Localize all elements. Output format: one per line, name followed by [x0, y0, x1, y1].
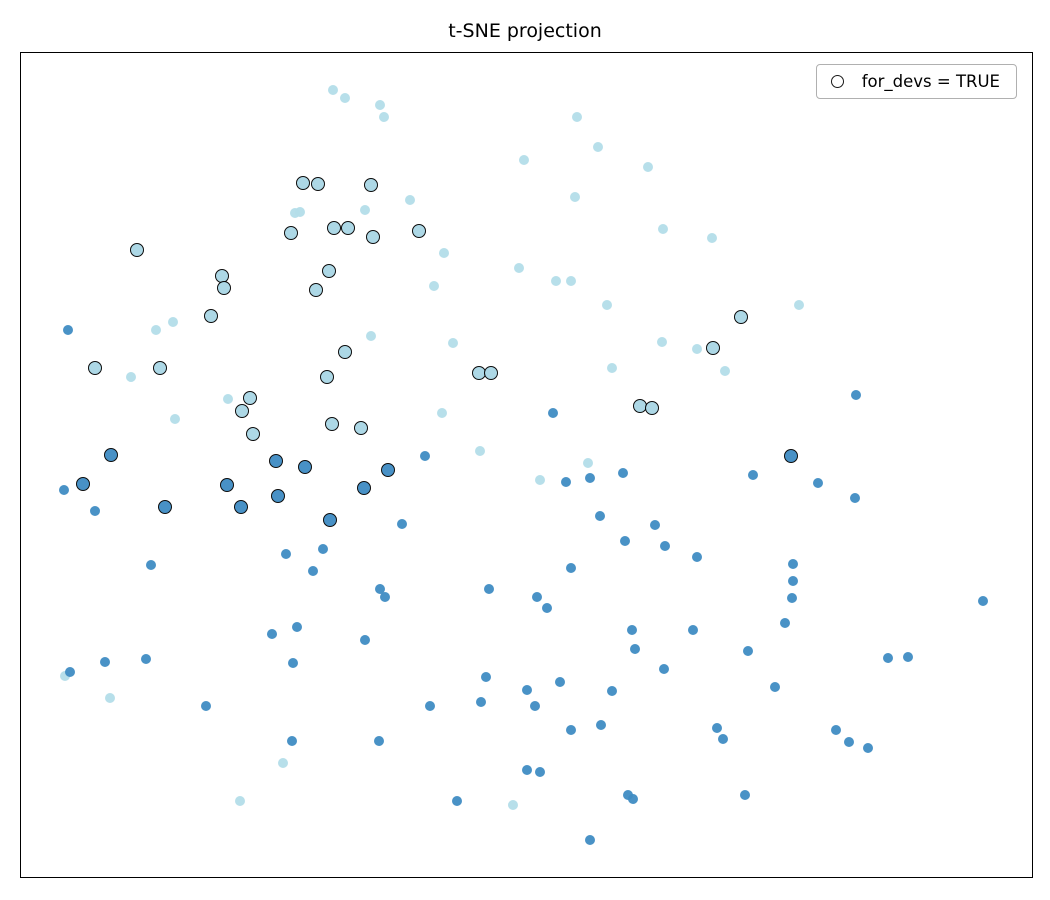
legend-label: for_devs = TRUE [861, 72, 1000, 91]
legend: for_devs = TRUE [815, 64, 1017, 99]
chart-title: t-SNE projection [448, 20, 602, 42]
open-circle-icon [830, 75, 844, 88]
plot-area [20, 52, 1033, 878]
